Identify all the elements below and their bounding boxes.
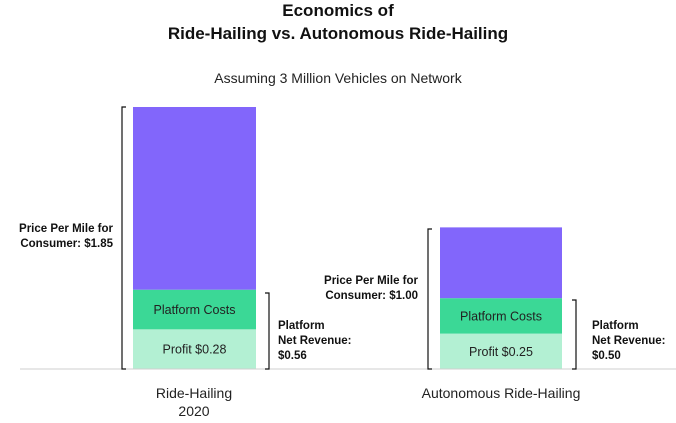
revenue-annotation-ride-hailing-line2: Net Revenue: (278, 335, 352, 347)
bars: Profit $0.28 Platform Costs Profit $0.25 Pl… (133, 107, 562, 369)
price-annotation-ride-hailing-line2: Consumer: $1.85 (20, 238, 113, 250)
bar-ride-hailing-remaining-price (133, 107, 256, 290)
revenue-annotation-autonomous-line2: Net Revenue: (592, 335, 666, 347)
bar-autonomous-platform-costs (440, 298, 562, 334)
chart-subtitle: Assuming 3 Million Vehicles on Network (214, 70, 462, 86)
bar-ride-hailing-profit (133, 329, 256, 369)
bar-label-ride-hailing-platform-costs: Platform Costs (154, 303, 236, 317)
price-brace-autonomous (427, 228, 432, 370)
revenue-annotation-ride-hailing-line1: Platform (278, 320, 325, 332)
bar-ride-hailing-platform-costs (133, 289, 256, 330)
category-label-ride-hailing-line2: 2020 (178, 403, 209, 419)
category-label-autonomous-line1: Autonomous Ride-Hailing (422, 385, 581, 401)
bar-label-autonomous-profit: Profit $0.25 (469, 345, 533, 359)
price-annotation-autonomous-line1: Price Per Mile for (324, 275, 418, 287)
revenue-annotation-autonomous-line3: $0.50 (592, 350, 621, 362)
price-annotation-autonomous-line2: Consumer: $1.00 (325, 290, 418, 302)
price-annotation-ride-hailing-line1: Price Per Mile for (19, 223, 113, 235)
revenue-brace-autonomous (572, 299, 577, 370)
revenue-annotation-ride-hailing-line3: $0.56 (278, 350, 307, 362)
bar-label-autonomous-platform-costs: Platform Costs (460, 309, 542, 323)
chart-title-line1: Economics of (282, 1, 394, 20)
revenue-annotation-autonomous-line1: Platform (592, 320, 639, 332)
category-label-ride-hailing-line1: Ride-Hailing (156, 385, 232, 401)
bar-autonomous-remaining-price (440, 227, 562, 299)
bar-autonomous-profit (440, 333, 562, 369)
revenue-brace-ride-hailing (265, 292, 270, 370)
price-brace-ride-hailing (121, 106, 126, 370)
bar-label-ride-hailing-profit: Profit $0.28 (163, 343, 227, 357)
chart-title-line2: Ride-Hailing vs. Autonomous Ride-Hailing (168, 24, 508, 43)
